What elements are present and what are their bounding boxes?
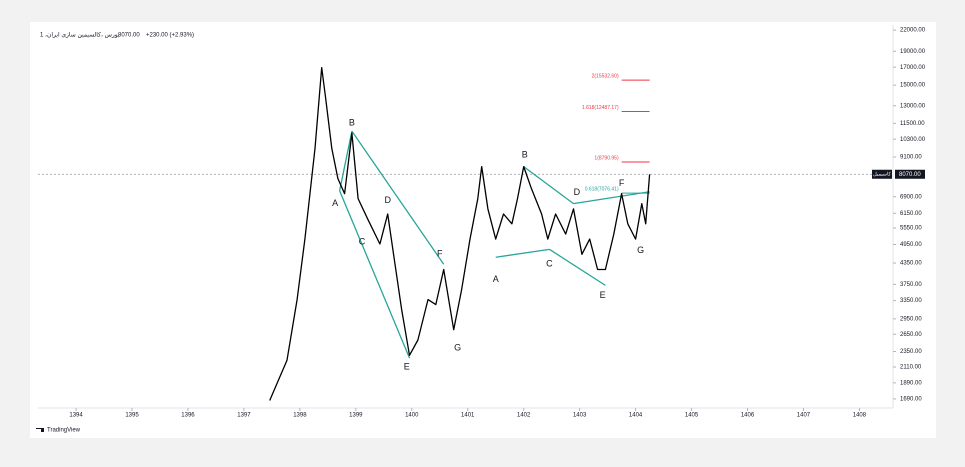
pattern-label: G <box>454 342 461 352</box>
y-tick-label: 17000.00 <box>900 65 926 71</box>
x-tick-label: 1402 <box>517 413 531 419</box>
x-tick-label: 1397 <box>237 413 251 419</box>
y-tick-label: 2110.00 <box>900 365 922 371</box>
pattern-label: C <box>546 259 553 269</box>
pattern-label: F <box>619 178 625 188</box>
x-tick-label: 1401 <box>461 413 475 419</box>
pattern-label: F <box>437 249 443 259</box>
y-tick-label: 6150.00 <box>900 211 922 217</box>
y-tick-label: 2950.00 <box>900 316 922 322</box>
x-tick-label: 1399 <box>349 413 363 419</box>
y-tick-label: 2650.00 <box>900 332 922 338</box>
x-tick-label: 1407 <box>797 413 811 419</box>
pattern-label: B <box>522 150 528 160</box>
pattern-line <box>351 130 445 265</box>
x-tick-label: 1404 <box>629 413 643 419</box>
x-tick-label: 1394 <box>69 413 83 419</box>
y-tick-label: 3350.00 <box>900 298 922 304</box>
price: 8070.00 <box>118 33 140 39</box>
x-tick-label: 1400 <box>405 413 419 419</box>
pattern-label: A <box>493 274 499 284</box>
card <box>30 22 936 438</box>
last-name-box <box>872 169 892 179</box>
x-tick-label: 1403 <box>573 413 587 419</box>
fib-label: 2(15532.60) <box>592 73 619 79</box>
pattern-line <box>338 131 353 191</box>
last-name: کاسیمیل <box>873 172 891 178</box>
pattern-line <box>573 191 650 205</box>
x-tick-label: 1398 <box>293 413 307 419</box>
x-tick-label: 1405 <box>685 413 699 419</box>
symbol-title: بورس ،کالسیمین سازی ایران، 1 <box>40 32 120 39</box>
y-tick-label: 11500.00 <box>900 121 925 127</box>
y-tick-label: 13000.00 <box>900 103 926 109</box>
y-tick-label: 4350.00 <box>900 261 922 267</box>
x-tick-label: 1396 <box>181 413 195 419</box>
brand: TradingView <box>47 428 81 434</box>
logo <box>36 428 44 432</box>
y-tick-label: 5550.00 <box>900 226 922 232</box>
x-tick-label: 1395 <box>125 413 139 419</box>
y-tick-label: 19000.00 <box>900 49 926 55</box>
y-tick-label: 2350.00 <box>900 349 922 355</box>
y-tick-label: 3750.00 <box>900 282 922 288</box>
change: +230.00 (+2.93%) <box>146 33 194 39</box>
pattern-label: B <box>349 117 355 127</box>
fib-label: 1.618(12487.17) <box>582 105 619 111</box>
x-tick-label: 1408 <box>853 413 867 419</box>
pattern-label: E <box>600 290 606 300</box>
pattern-label: D <box>574 187 581 197</box>
pattern-label: E <box>404 361 410 371</box>
y-tick-label: 4950.00 <box>900 242 922 248</box>
pattern-label: G <box>637 245 644 255</box>
pattern-label: D <box>384 195 391 205</box>
y-tick-label: 1890.00 <box>900 380 922 386</box>
pattern-line <box>523 166 574 205</box>
pattern-line <box>495 248 550 258</box>
last-price-label: 8070.00 <box>899 172 921 178</box>
y-tick-label: 9100.00 <box>900 155 922 161</box>
pattern-line <box>339 190 411 359</box>
y-tick-label: 22000.00 <box>900 28 926 34</box>
pattern-line <box>549 248 606 286</box>
price-line <box>269 66 651 401</box>
x-tick-label: 1406 <box>741 413 755 419</box>
fib-label: 1(8790.95) <box>594 155 619 161</box>
y-tick-label: 6900.00 <box>900 194 922 200</box>
pattern-label: A <box>332 198 338 208</box>
pattern-label: C <box>359 236 366 246</box>
y-tick-label: 10300.00 <box>900 137 926 143</box>
fib-label: 0.618(7076.41) <box>585 186 619 192</box>
y-tick-label: 1690.00 <box>900 396 922 402</box>
y-tick-label: 15000.00 <box>900 83 926 89</box>
last-price-box <box>895 169 925 179</box>
